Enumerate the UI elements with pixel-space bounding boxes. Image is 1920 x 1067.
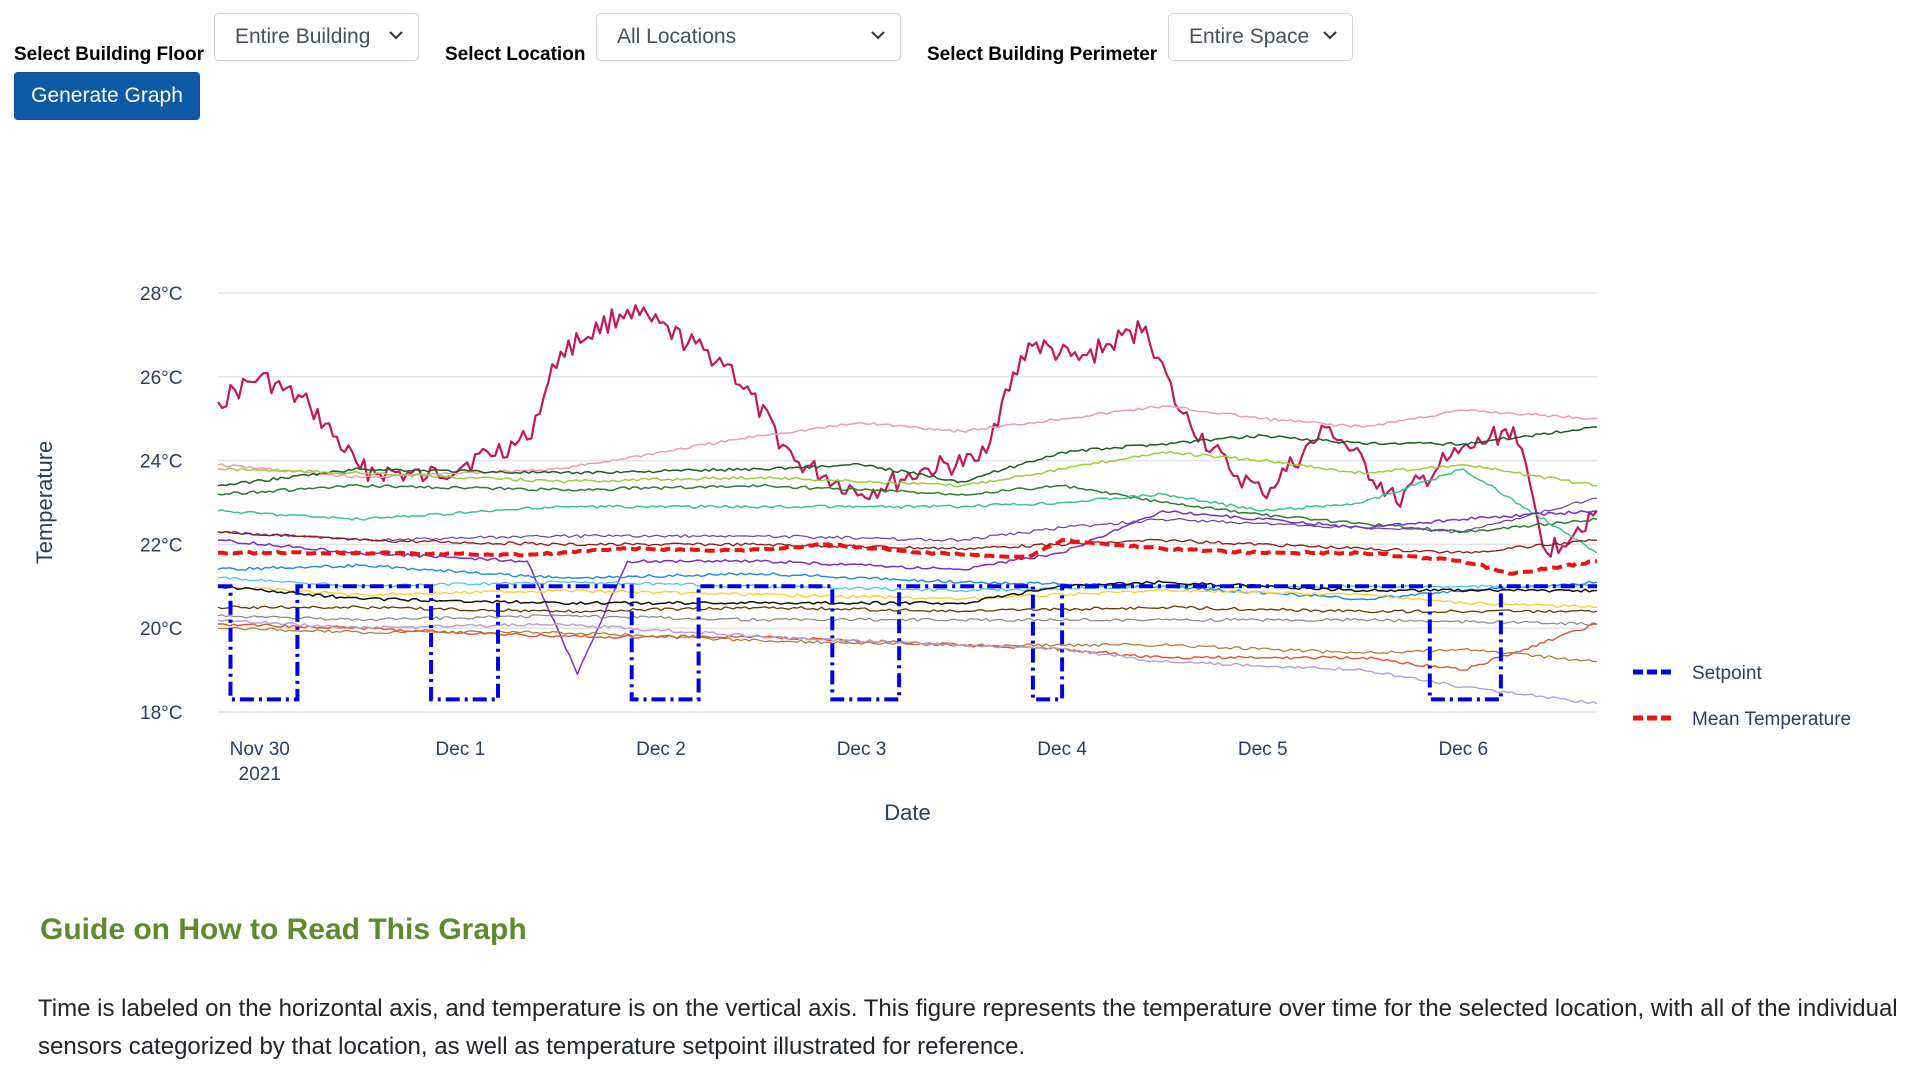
sensor-line <box>217 619 1598 705</box>
sensor-line <box>217 530 1597 554</box>
perimeter-select-value: Entire Space <box>1189 25 1310 48</box>
guide-text: Time is labeled on the horizontal axis, … <box>38 995 1898 1060</box>
sensor-line <box>217 426 1598 487</box>
sensor-line <box>217 510 1598 676</box>
floor-select-label: Select Building Floor <box>14 44 205 65</box>
graph-controls: Select Building Floor Entire Building Se… <box>14 12 1914 122</box>
sensor-line <box>217 450 1598 488</box>
sensor-line <box>217 626 1598 663</box>
y-axis-title: Temperature <box>32 441 57 565</box>
location-select-value: All Locations <box>617 25 737 48</box>
sensor-line <box>217 605 1598 614</box>
y-tick-label: 28°C <box>140 284 182 305</box>
sensor-line <box>217 614 1598 626</box>
legend-mean-temperature-label: Mean Temperature <box>1692 709 1851 730</box>
sensor-line <box>217 585 1597 608</box>
location-select-label: Select Location <box>445 44 586 65</box>
y-tick-label: 24°C <box>140 452 182 473</box>
legend-setpoint-label: Setpoint <box>1692 663 1762 684</box>
chevron-down-icon <box>871 31 885 40</box>
sensor-line <box>217 563 1598 601</box>
x-tick-label: Dec 2 <box>636 739 686 760</box>
sensor-line <box>217 304 1598 558</box>
x-tick-label: 2021 <box>239 764 281 785</box>
location-select[interactable]: All Locations <box>596 13 901 61</box>
sensor-line <box>217 497 1597 542</box>
y-tick-label: 26°C <box>140 368 182 389</box>
chevron-down-icon <box>389 31 403 40</box>
mean-temperature-line <box>217 538 1597 576</box>
x-axis-title: Date <box>884 800 930 825</box>
sensor-line <box>217 580 1598 606</box>
floor-select[interactable]: Entire Building <box>214 13 419 61</box>
guide-title: Guide on How to Read This Graph <box>40 913 527 946</box>
y-tick-label: 22°C <box>140 535 182 556</box>
sensor-line <box>217 483 1598 534</box>
perimeter-select-label: Select Building Perimeter <box>927 44 1158 65</box>
sensor-line <box>217 468 1598 554</box>
x-tick-label: Dec 1 <box>436 739 486 760</box>
sensor-line <box>217 405 1598 479</box>
x-tick-label: Nov 30 <box>230 739 290 760</box>
setpoint-line <box>218 584 1597 702</box>
x-tick-label: Dec 4 <box>1037 739 1087 760</box>
y-tick-label: 20°C <box>140 619 182 640</box>
temperature-chart: 18°C 20°C 22°C 24°C 26°C 28°C Nov 30 2021 Dec 1 D… <box>0 270 1920 830</box>
chevron-down-icon <box>1323 31 1337 40</box>
x-tick-label: Dec 3 <box>837 739 887 760</box>
temperature-chart-svg: 18°C 20°C 22°C 24°C 26°C 28°C Nov 30 2021 Dec 1 D… <box>32 284 1851 825</box>
perimeter-select[interactable]: Entire Space <box>1168 13 1353 61</box>
x-tick-label: Dec 5 <box>1238 739 1288 760</box>
x-tick-label: Dec 6 <box>1438 739 1488 760</box>
sensor-line <box>217 623 1598 671</box>
generate-graph-button[interactable]: Generate Graph <box>14 72 200 120</box>
floor-select-value: Entire Building <box>235 25 371 48</box>
y-tick-label: 18°C <box>140 703 182 724</box>
